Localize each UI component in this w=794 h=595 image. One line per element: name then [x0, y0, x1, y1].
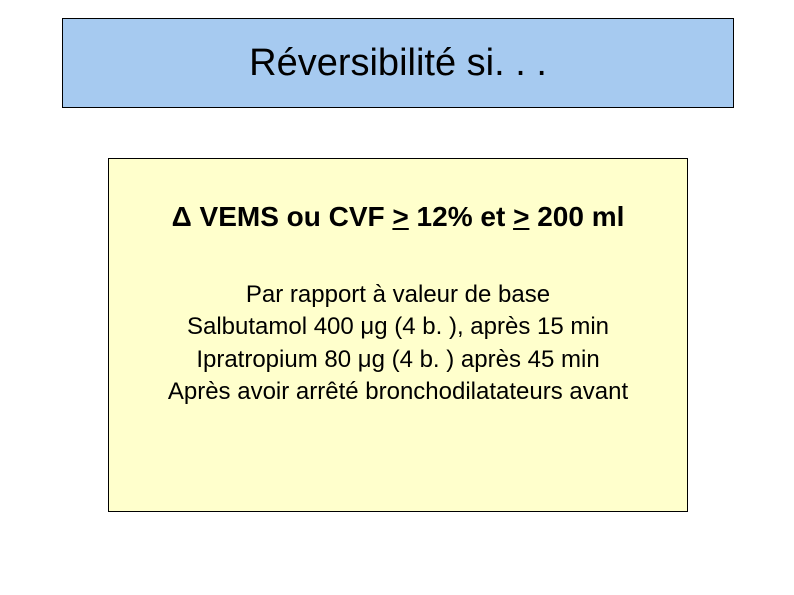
body-line-2: Salbutamol 400 μg (4 b. ), après 15 min [109, 311, 687, 343]
criteria-ge-1: > [392, 201, 408, 232]
criteria-ge-2: > [513, 201, 529, 232]
body-text: Par rapport à valeur de base Salbutamol … [109, 279, 687, 409]
slide: Réversibilité si. . . Δ VEMS ou CVF > 12… [0, 0, 794, 595]
body-line-2a: Salbutamol 400 [187, 313, 360, 340]
criteria-text-mid: 12% et [409, 201, 513, 232]
title-box: Réversibilité si. . . [62, 18, 734, 108]
body-line-3a: Ipratropium 80 [196, 346, 357, 373]
criteria-text-end: 200 ml [529, 201, 624, 232]
content-box: Δ VEMS ou CVF > 12% et > 200 ml Par rapp… [108, 158, 688, 512]
mu-symbol-1: μ [360, 313, 374, 340]
body-line-2b: g (4 b. ), après 15 min [374, 313, 609, 340]
body-line-1: Par rapport à valeur de base [109, 279, 687, 311]
mu-symbol-2: μ [358, 346, 372, 373]
criteria-line: Δ VEMS ou CVF > 12% et > 200 ml [109, 201, 687, 233]
delta-symbol: Δ [172, 201, 192, 232]
body-line-3b: g (4 b. ) après 45 min [372, 346, 600, 373]
body-line-4: Après avoir arrêté bronchodilatateurs av… [109, 376, 687, 408]
body-line-3: Ipratropium 80 μg (4 b. ) après 45 min [109, 344, 687, 376]
criteria-text-1: VEMS ou CVF [192, 201, 393, 232]
slide-title: Réversibilité si. . . [249, 42, 547, 85]
